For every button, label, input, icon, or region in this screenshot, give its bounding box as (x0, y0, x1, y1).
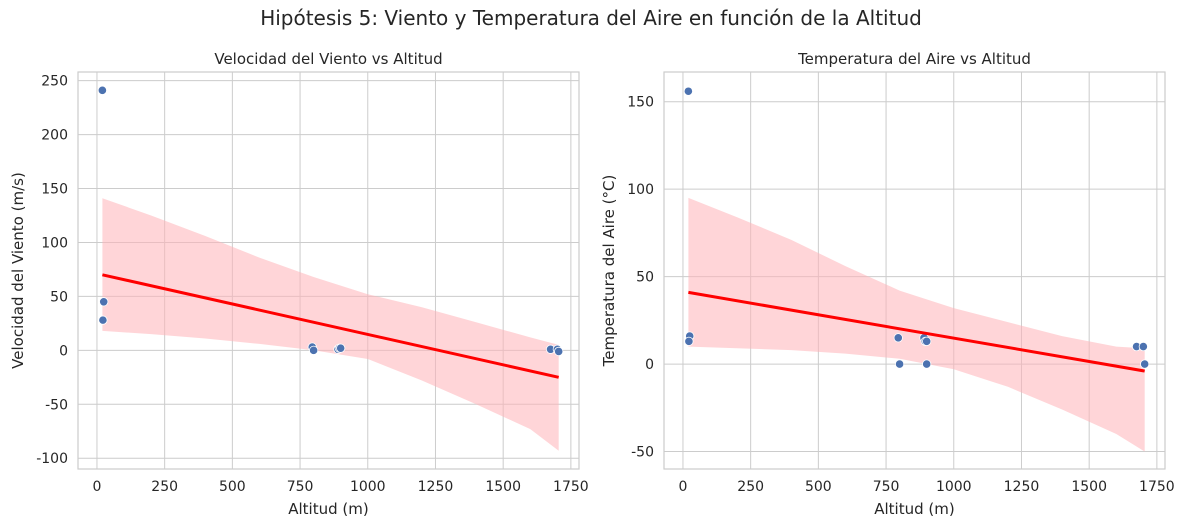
data-point (683, 86, 693, 96)
x-tick-label: 0 (678, 479, 687, 495)
x-tick-label: 0 (92, 479, 101, 495)
y-tick-label: 50 (636, 270, 654, 286)
x-tick-label: 1000 (350, 479, 386, 495)
y-tick-label: 250 (41, 74, 68, 90)
y-tick-label: -50 (631, 445, 654, 461)
x-tick-label: 1250 (1004, 479, 1040, 495)
data-point (309, 345, 319, 355)
x-tick-label: 250 (737, 479, 764, 495)
confidence-band (688, 197, 1145, 452)
y-tick-label: 150 (41, 182, 68, 198)
data-point (684, 336, 694, 346)
y-tick-label: 200 (41, 128, 68, 144)
regression-line (688, 290, 1145, 373)
y-tick-label: 100 (627, 182, 654, 198)
data-point (99, 297, 109, 307)
data-point (922, 336, 932, 346)
data-point (554, 346, 564, 357)
x-tick-label: 500 (805, 479, 832, 495)
x-tick-label: 1250 (418, 479, 454, 495)
figure-title: Hipótesis 5: Viento y Temperatura del Ai… (260, 6, 922, 30)
data-point (893, 333, 903, 343)
x-tick-label: 250 (151, 479, 178, 495)
x-tick-label: 1750 (1139, 479, 1175, 495)
y-tick-label: -100 (36, 451, 68, 467)
x-tick-label: 1500 (1071, 479, 1107, 495)
x-tick-label: 750 (873, 479, 900, 495)
regression-line (102, 273, 560, 379)
x-tick-label: 500 (219, 479, 246, 495)
data-point (1138, 341, 1148, 352)
y-axis-label: Velocidad del Viento (m/s) (9, 172, 27, 369)
data-point (336, 343, 346, 353)
data-point (97, 85, 107, 95)
confidence-band (102, 198, 559, 451)
subplot-title: Velocidad del Viento vs Altitud (214, 50, 442, 68)
data-point (895, 359, 905, 369)
y-tick-label: 50 (50, 289, 68, 305)
x-axis-label: Altitud (m) (874, 500, 954, 518)
y-tick-label: 150 (627, 95, 654, 111)
y-tick-label: -50 (45, 397, 68, 413)
y-tick-label: 0 (59, 343, 68, 359)
wind-speed-chart: 0 250 500 750 1000 1250 1500 1750 -100 -50 0 50 100 1… (9, 50, 589, 518)
subplot-title: Temperatura del Aire vs Altitud (797, 50, 1031, 68)
x-tick-label: 1750 (553, 479, 589, 495)
x-tick-label: 1500 (485, 479, 521, 495)
y-axis-label: Temperatura del Aire (°C) (600, 175, 618, 368)
x-tick-label: 1000 (936, 479, 972, 495)
air-temperature-chart: 0 250 500 750 1000 1250 1500 1750 -50 0 50 100 150 Te… (600, 50, 1175, 518)
x-axis-label: Altitud (m) (288, 500, 368, 518)
data-point (922, 359, 932, 369)
y-tick-label: 100 (41, 235, 68, 251)
data-point (98, 315, 108, 325)
data-point (1140, 359, 1150, 369)
y-tick-label: 0 (645, 357, 654, 373)
x-tick-label: 750 (287, 479, 314, 495)
